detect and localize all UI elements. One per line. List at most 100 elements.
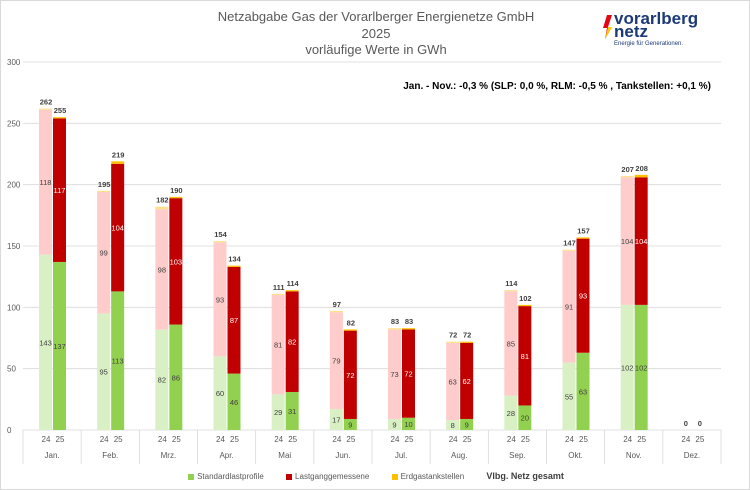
- x-year-label: 24: [332, 435, 341, 444]
- bar-erdgastankstellen-25: [460, 341, 474, 343]
- y-tick-label: 250: [7, 119, 21, 128]
- bar-erdgastankstellen-25: [53, 117, 66, 119]
- x-category-label: Mai: [278, 451, 291, 460]
- x-year-label: 24: [391, 435, 400, 444]
- data-label: 137: [53, 342, 66, 351]
- bar-erdgastankstellen-24: [562, 249, 576, 251]
- chart-title: Netzabgabe Gas der Vorarlberger Energien…: [217, 9, 535, 24]
- legend-label: Lastganggemessene: [295, 472, 370, 481]
- bar-lastganggemessene-24: [97, 192, 111, 314]
- chart-subtitle-2: vorläufige Werte in GWh: [305, 42, 447, 57]
- total-label: 219: [112, 150, 125, 159]
- bar-standardlastprofile-25: [111, 291, 125, 430]
- x-category-label: Mrz.: [161, 451, 177, 460]
- bar-erdgastankstellen-25: [402, 328, 415, 330]
- x-year-label: 24: [565, 435, 574, 444]
- x-year-label: 24: [274, 435, 283, 444]
- data-label: 117: [54, 186, 66, 195]
- data-label: 29: [274, 408, 282, 417]
- total-label: 195: [98, 180, 111, 189]
- legend-label: Standardlastprofile: [197, 472, 264, 481]
- x-category-label: Okt.: [568, 451, 583, 460]
- bar-erdgastankstellen-25: [634, 174, 648, 178]
- bar-standardlastprofile-24: [504, 395, 518, 430]
- data-label: 72: [404, 370, 412, 379]
- data-label: 143: [39, 338, 52, 347]
- total-label: 72: [463, 331, 471, 340]
- x-year-label: 25: [56, 435, 65, 444]
- bar-lastganggemessene-25: [227, 266, 241, 374]
- bar-standardlastprofile-24: [271, 394, 285, 430]
- data-label: 102: [621, 363, 634, 372]
- x-year-label: 24: [158, 435, 167, 444]
- total-label: 114: [505, 279, 518, 288]
- data-label: 46: [230, 398, 238, 407]
- legend-label: Erdgastankstellen: [400, 472, 465, 481]
- bar-lastganggemessene-24: [39, 109, 52, 255]
- total-label: 114: [287, 279, 300, 288]
- total-label: 147: [563, 239, 576, 248]
- x-year-label: 25: [346, 435, 355, 444]
- total-label: 0: [684, 419, 688, 428]
- bar-erdgastankstellen-25: [169, 196, 183, 199]
- x-year-label: 24: [100, 435, 109, 444]
- x-year-label: 25: [172, 435, 181, 444]
- data-label: 86: [172, 373, 180, 382]
- bar-standardlastprofile-24: [329, 409, 343, 430]
- data-label: 20: [521, 414, 529, 423]
- data-label: 31: [288, 407, 296, 416]
- bar-standardlastprofile-24: [213, 356, 227, 430]
- annotation: Jan. - Nov.: -0,3 % (SLP: 0,0 %, RLM: -0…: [403, 81, 711, 92]
- data-label: 81: [274, 341, 282, 350]
- bar-lastganggemessene-25: [53, 118, 66, 262]
- x-year-label: 25: [288, 435, 297, 444]
- bar-standardlastprofile-25: [227, 373, 241, 430]
- x-year-label: 24: [681, 435, 690, 444]
- bar-erdgastankstellen-24: [329, 311, 343, 313]
- data-label: 82: [288, 338, 296, 347]
- x-year-label: 25: [230, 435, 239, 444]
- data-label: 9: [348, 420, 352, 429]
- y-tick-label: 50: [7, 365, 16, 374]
- chart-subtitle: 2025: [361, 26, 391, 41]
- x-year-label: 25: [637, 435, 646, 444]
- data-label: 62: [462, 377, 470, 386]
- legend-item: Standardlastprofile: [188, 472, 264, 481]
- bar-standardlastprofile-25: [343, 418, 357, 430]
- data-label: 104: [635, 237, 648, 246]
- x-category-label: Jun.: [335, 451, 350, 460]
- bar-erdgastankstellen-25: [285, 290, 299, 292]
- x-year-label: 24: [42, 435, 51, 444]
- bar-erdgastankstellen-25: [111, 161, 125, 164]
- total-label: 154: [214, 230, 227, 239]
- legend-item: Erdgastankstellen: [391, 472, 465, 481]
- bar-standardlastprofile-25: [634, 304, 648, 430]
- total-label: 82: [347, 318, 355, 327]
- bar-erdgastankstellen-24: [213, 241, 227, 243]
- y-tick-label: 300: [7, 58, 21, 67]
- data-label: 98: [158, 265, 166, 274]
- bar-lastganggemessene-25: [169, 198, 183, 325]
- total-label: 262: [40, 98, 53, 107]
- bar-lastganggemessene-25: [634, 177, 648, 305]
- x-category-label: Jul.: [395, 451, 407, 460]
- bar-standardlastprofile-24: [562, 362, 576, 430]
- bar-erdgastankstellen-25: [518, 304, 532, 307]
- bar-erdgastankstellen-24: [504, 290, 518, 292]
- data-label: 73: [390, 370, 398, 379]
- data-label: 87: [230, 316, 238, 325]
- bar-standardlastprofile-24: [155, 329, 169, 430]
- bar-standardlastprofile-25: [460, 418, 474, 430]
- svg-text:Energie für Generationen.: Energie für Generationen.: [614, 41, 683, 47]
- total-label: 190: [170, 186, 183, 195]
- bar-standardlastprofile-25: [285, 391, 299, 430]
- data-label: 118: [40, 178, 52, 187]
- x-category-label: Nov.: [626, 451, 642, 460]
- bar-standardlastprofile-24: [388, 418, 401, 430]
- bar-erdgastankstellen-25: [227, 265, 241, 267]
- bar-erdgastankstellen-24: [620, 176, 634, 178]
- data-label: 85: [507, 340, 515, 349]
- bar-standardlastprofile-25: [576, 352, 590, 430]
- x-category-label: Apr.: [219, 451, 233, 460]
- bar-standardlastprofile-24: [97, 313, 111, 430]
